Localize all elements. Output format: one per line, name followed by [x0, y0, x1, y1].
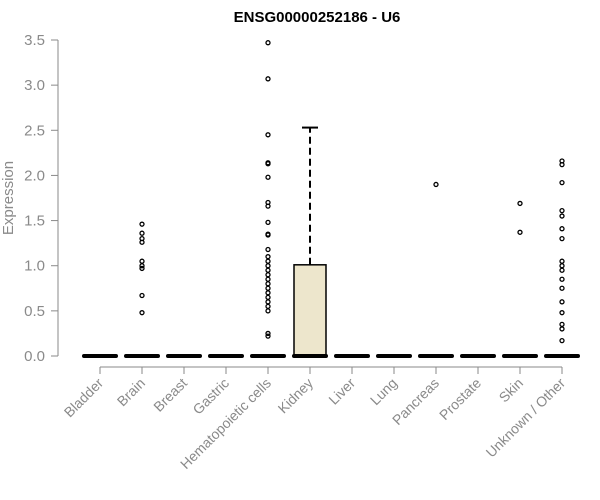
- outlier-point: [265, 308, 271, 314]
- outlier-point: [559, 321, 565, 328]
- x-tick-label: Prostate: [436, 375, 484, 423]
- outlier-point: [265, 76, 271, 82]
- outlier-point: [265, 276, 271, 282]
- outlier-point: [265, 258, 271, 264]
- y-tick-label: 1.0: [24, 258, 45, 275]
- outlier-point: [265, 132, 271, 138]
- outlier-point: [559, 276, 565, 282]
- y-tick-label: 0.5: [24, 303, 45, 320]
- box-group: [418, 181, 454, 358]
- box-group: [292, 126, 328, 358]
- outlier-point: [559, 263, 565, 269]
- y-tick-label: 3.5: [24, 32, 45, 49]
- outlier-point: [559, 326, 565, 332]
- outlier-point: [559, 180, 565, 186]
- outlier-point: [517, 200, 523, 207]
- x-tick-label: Skin: [496, 375, 527, 406]
- outlier-point: [517, 229, 523, 235]
- outlier-point: [265, 272, 271, 278]
- outlier-point: [265, 219, 271, 226]
- y-tick-label: 0.0: [24, 348, 45, 365]
- outlier-point: [559, 285, 565, 291]
- chart-title: ENSG00000252186 - U6: [234, 9, 401, 26]
- outlier-point: [265, 330, 271, 337]
- outlier-point: [265, 40, 271, 46]
- outlier-point: [559, 213, 565, 219]
- outlier-point: [559, 338, 565, 344]
- x-tick-label: Kidney: [275, 375, 317, 417]
- y-axis: 0.0 0.5 1.0 1.5 2.0 2.5 3.0 3.5: [24, 32, 59, 365]
- x-tick-label: Liver: [325, 375, 358, 408]
- outlier-point: [139, 263, 145, 269]
- outlier-point: [265, 303, 271, 309]
- box-group: [250, 40, 286, 358]
- box-group: [124, 221, 160, 358]
- outlier-point: [265, 294, 271, 300]
- outlier-point: [559, 226, 565, 232]
- outlier-point: [139, 265, 145, 272]
- outlier-point: [433, 181, 439, 188]
- outlier-point: [265, 174, 271, 180]
- box-group: [544, 158, 580, 358]
- y-axis-label: Expression: [0, 161, 17, 235]
- outlier-point: [265, 299, 271, 305]
- outlier-point: [265, 232, 271, 238]
- outlier-point: [139, 221, 145, 227]
- outlier-point: [559, 267, 565, 273]
- outlier-point: [139, 230, 145, 236]
- outlier-point: [559, 161, 565, 168]
- outlier-point: [265, 333, 271, 339]
- x-tick-label: Breast: [150, 375, 190, 415]
- outlier-point: [559, 310, 565, 316]
- outlier-point: [265, 246, 271, 253]
- box-series: [82, 40, 580, 358]
- outlier-point: [265, 290, 271, 296]
- outlier-point: [139, 310, 145, 316]
- x-tick-label: Bladder: [61, 375, 107, 421]
- y-tick-label: 2.5: [24, 122, 45, 139]
- outlier-point: [265, 161, 271, 167]
- outlier-point: [559, 258, 565, 264]
- outlier-point: [265, 285, 271, 291]
- x-tick-label: Brain: [114, 375, 148, 409]
- y-tick-label: 2.0: [24, 167, 45, 184]
- x-tick-label: Unknown / Other: [483, 375, 569, 461]
- outlier-point: [265, 267, 271, 273]
- outlier-point: [265, 254, 271, 260]
- outlier-point: [139, 292, 145, 299]
- box-group: [502, 200, 538, 358]
- box-body: [293, 264, 327, 357]
- outlier-point: [139, 239, 145, 245]
- outlier-point: [139, 258, 145, 264]
- outlier-point: [559, 299, 565, 305]
- outlier-point: [265, 281, 271, 287]
- x-tick-label: Pancreas: [389, 375, 442, 428]
- outlier-point: [265, 203, 271, 209]
- outlier-point: [265, 263, 271, 269]
- outlier-point: [559, 235, 565, 242]
- outlier-point: [559, 207, 565, 214]
- y-tick-label: 1.5: [24, 213, 45, 230]
- y-tick-label: 3.0: [24, 77, 45, 94]
- x-tick-label: Lung: [367, 375, 400, 408]
